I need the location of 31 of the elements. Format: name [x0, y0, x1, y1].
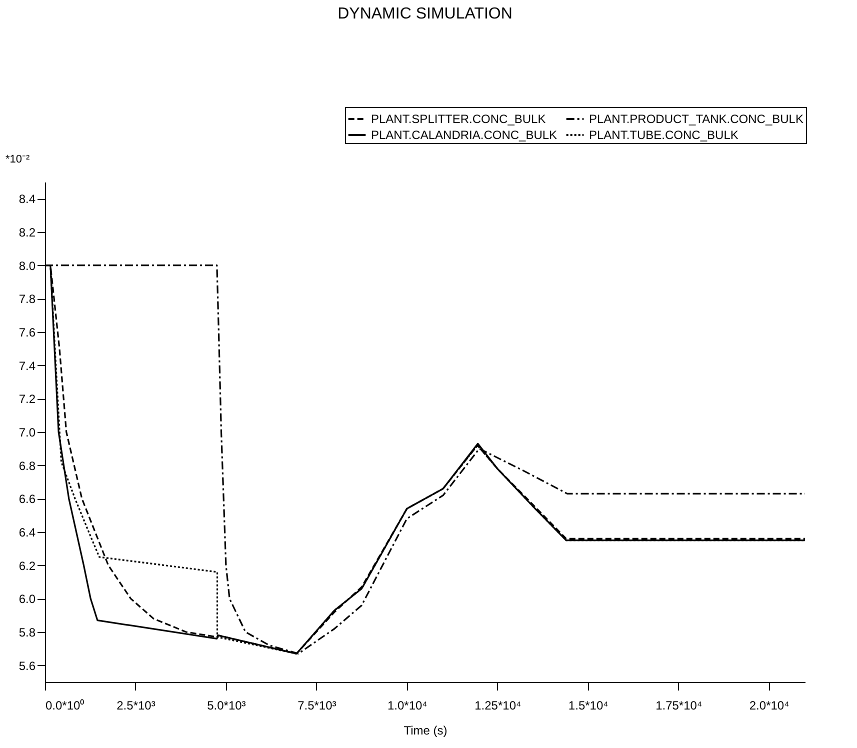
chart-title: DYNAMIC SIMULATION [338, 6, 512, 22]
y-tick-label: 6.6 [18, 492, 36, 506]
x-tick-label: 0.0*10⁰ [46, 698, 84, 712]
y-tick-label: 8.0 [18, 258, 36, 273]
y-tick-label: 7.6 [18, 326, 36, 340]
y-tick-label: 6.8 [18, 458, 36, 473]
x-tick-label: 7.5*10³ [298, 698, 336, 712]
x-axis-title: Time (s) [404, 724, 448, 738]
legend-label: PLANT.SPLITTER.CONC_BULK [371, 112, 546, 126]
y-tick-label: 6.0 [18, 592, 36, 606]
x-tick-label: 1.0*10⁴ [387, 698, 428, 712]
x-tick-label: 1.75*10⁴ [656, 698, 702, 712]
x-tick-label: 2.0*10⁴ [749, 698, 790, 712]
y-axis-title: *10⁻² [6, 154, 30, 166]
y-tick-label: 7.0 [18, 426, 36, 440]
legend-label: PLANT.TUBE.CONC_BULK [589, 128, 738, 142]
legend-label: PLANT.CALANDRIA.CONC_BULK [371, 128, 558, 142]
y-tick-label: 8.4 [18, 192, 36, 206]
y-tick-label: 8.2 [18, 226, 36, 240]
x-tick-label: 1.25*10⁴ [474, 698, 522, 712]
y-tick-label: 7.8 [18, 292, 36, 306]
x-tick-label: 2.5*10³ [116, 698, 156, 712]
y-tick-label: 7.4 [18, 358, 36, 373]
x-tick-label: 1.5*10⁴ [568, 698, 608, 712]
y-tick-label: 6.4 [18, 526, 36, 540]
legend-label: PLANT.PRODUCT_TANK.CONC_BULK [589, 112, 804, 126]
y-tick-label: 5.8 [18, 626, 36, 640]
x-tick-label: 5.0*10³ [207, 698, 246, 712]
y-tick-label: 7.2 [18, 392, 36, 406]
y-tick-label: 5.6 [18, 658, 36, 673]
y-tick-label: 6.2 [18, 558, 36, 573]
